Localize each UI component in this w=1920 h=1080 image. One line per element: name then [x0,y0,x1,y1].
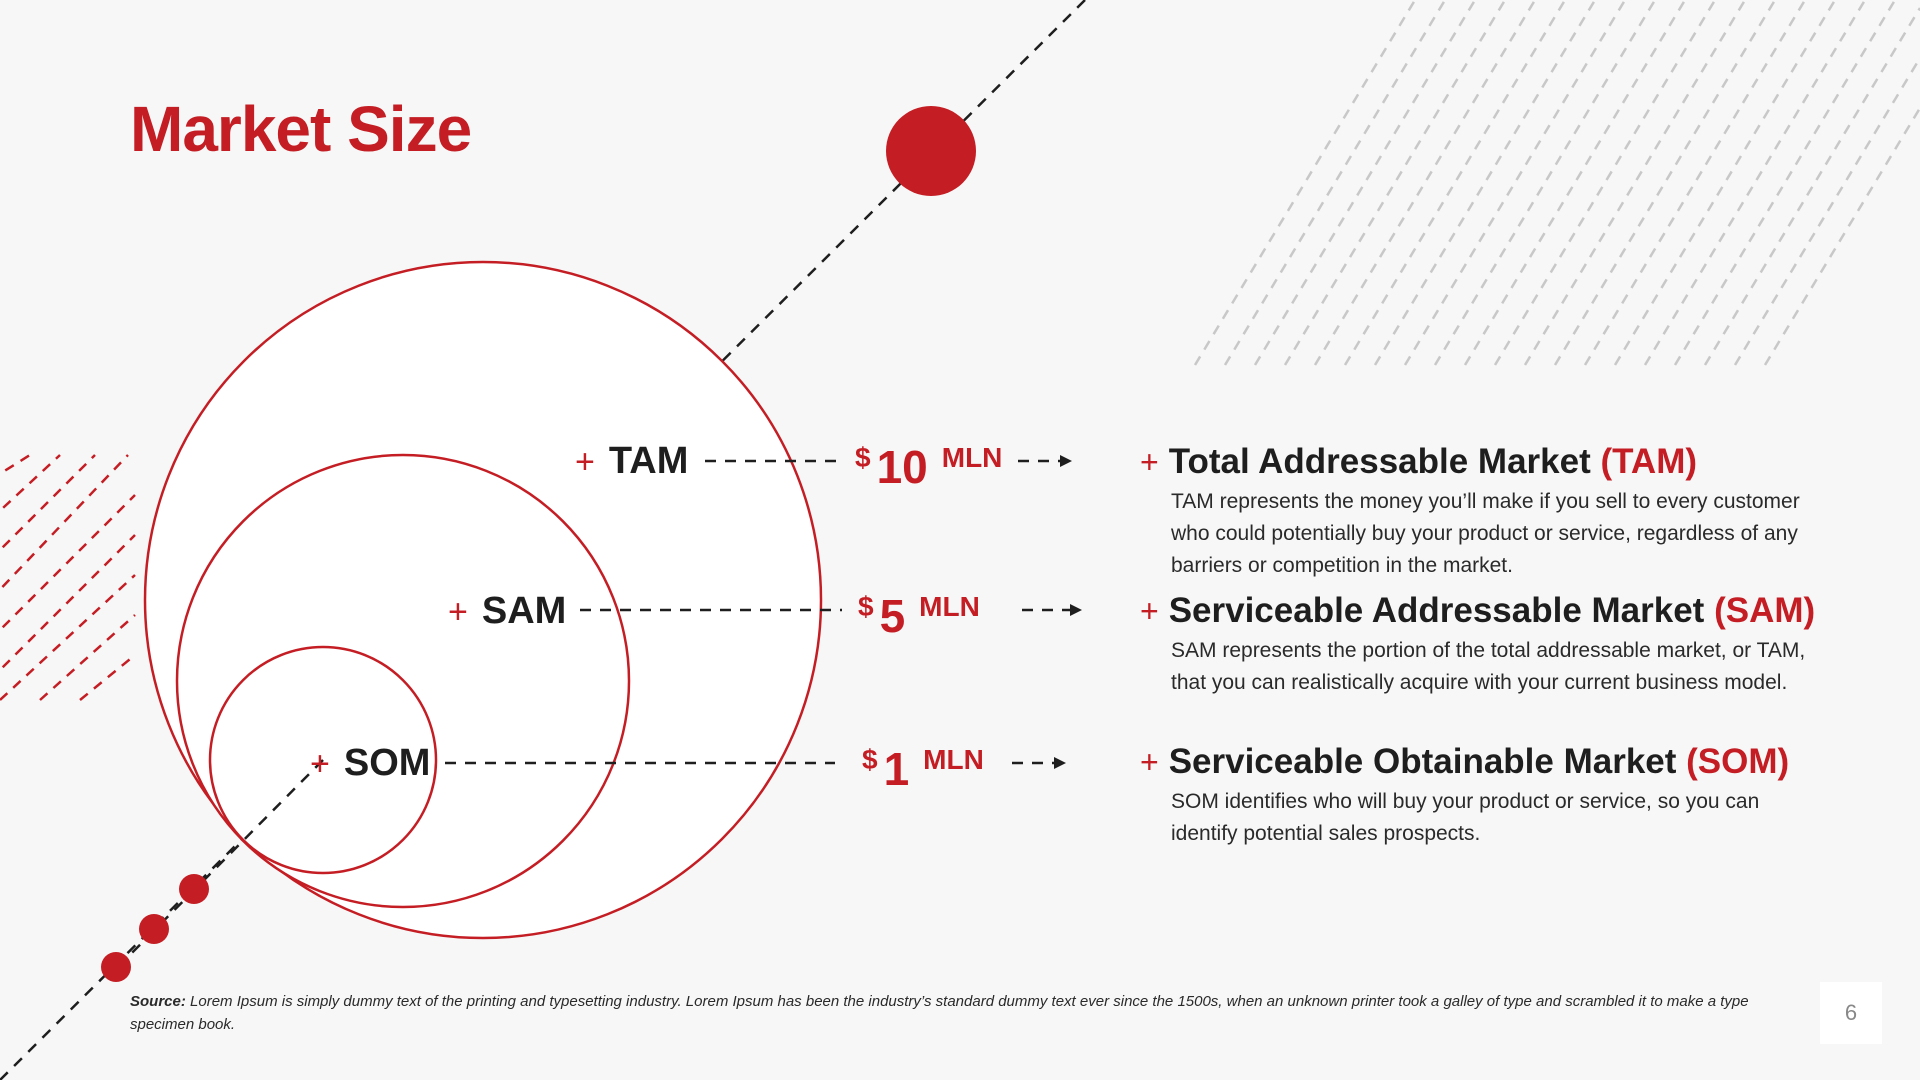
tam-definition-text: TAM represents the money you’ll make if … [1171,490,1800,577]
som-value: $1 MLN [862,743,984,795]
tam-value: $10 MLN [855,441,1003,493]
red-hatch-decoration [0,453,136,701]
plus-icon: + [1140,444,1159,480]
som-definition-text: SOM identifies who will buy your product… [1171,790,1760,845]
arrow-head-icon [1070,604,1082,616]
large-red-dot [886,106,976,196]
sam-definition-title: + Serviceable Addressable Market (SAM) [1140,591,1816,630]
red-dot [139,914,169,944]
plus-icon: + [575,443,595,481]
sam-definition: + Serviceable Addressable Market (SAM) SA… [1140,591,1860,699]
page-title: Market Size [130,93,472,165]
sam-value: $5 MLN [858,590,980,642]
arrow-head-icon [1054,757,1066,769]
som-definition: + Serviceable Obtainable Market (SOM) SOM… [1140,742,1860,850]
connectors [445,459,1070,765]
red-dot [179,874,209,904]
plus-icon: + [448,593,468,631]
plus-icon: + [1140,593,1159,629]
arrow-head-icon [1060,455,1072,467]
circle-label-som: + SOM [310,742,431,784]
sam-definition-text: SAM represents the portion of the total … [1171,639,1806,694]
plus-icon: + [1140,744,1159,780]
red-dot [101,952,131,982]
source-note: Source: Lorem Ipsum is simply dummy text… [130,993,1749,1033]
page-number: 6 [1820,982,1882,1044]
circle-label-tam: + TAM [575,440,689,482]
grey-hatch-decoration [1193,0,1920,366]
tam-definition-title: + Total Addressable Market (TAM) [1140,442,1698,481]
som-definition-title: + Serviceable Obtainable Market (SOM) [1140,742,1790,781]
tam-definition: + Total Addressable Market (TAM) TAM repr… [1140,442,1860,582]
circle-label-sam: + SAM [448,590,567,632]
plus-icon: + [310,745,330,783]
arrow-heads [1054,455,1082,769]
